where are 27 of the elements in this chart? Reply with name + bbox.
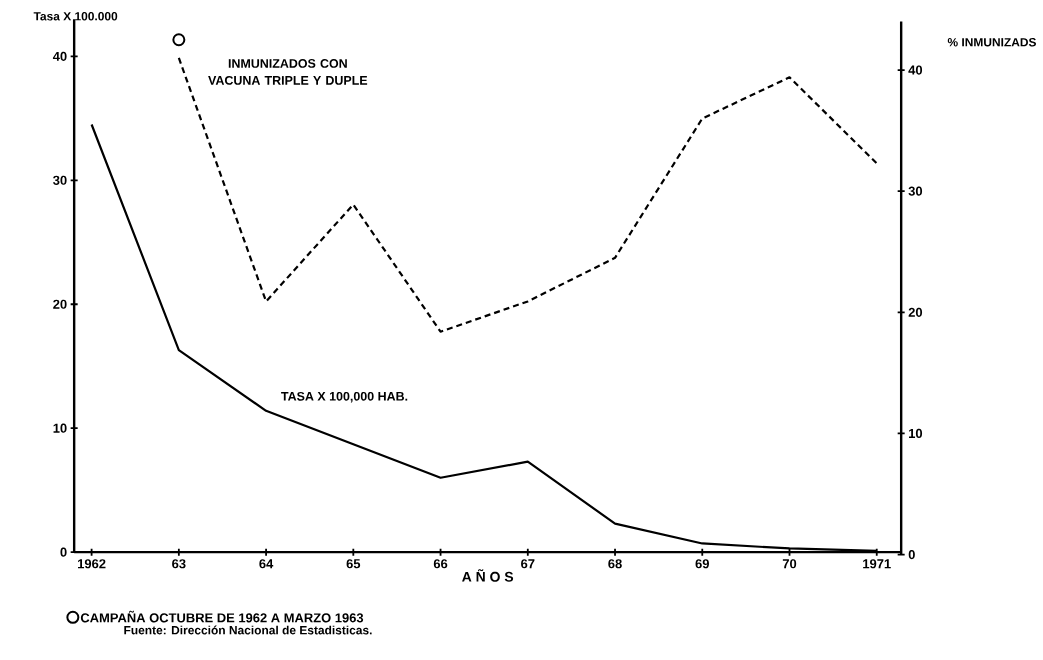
y-tick-label: 20 (53, 299, 67, 309)
y2-tick-label: 30 (908, 186, 923, 196)
legend-label: CAMPAÑA OCTUBRE DE 1962 A MARZO 1963 (80, 610, 364, 623)
series-label: INMUNIZADOS CON VACUNA TRIPLE Y DUPLE (208, 59, 368, 85)
y2-tick-label: 0 (908, 550, 915, 560)
source-note: Fuente: Dirección Nacional de Estadisticas. (124, 625, 372, 635)
x-tick-label: 70 (782, 559, 797, 569)
y-axis-title: Tasa X 100.000 (33, 12, 118, 21)
x-tick-label: 63 (172, 559, 186, 569)
x-tick-label: 67 (521, 559, 535, 569)
y-tick-label: 0 (60, 547, 67, 557)
x-tick-label: 65 (346, 559, 361, 569)
y-tick-label: 40 (52, 51, 67, 61)
series-label: TASA X 100,000 HAB. (281, 391, 408, 403)
y-tick-label: 30 (53, 175, 67, 185)
x-tick-label: 68 (608, 559, 622, 569)
y2-axis-title: % INMUNIZADS (947, 38, 1036, 47)
y2-tick-label: 10 (909, 428, 923, 439)
x-tick-label: 66 (433, 559, 448, 569)
x-tick-label: 64 (259, 559, 274, 569)
y2-tick-label: 40 (908, 65, 923, 75)
y2-tick-label: 20 (908, 307, 923, 317)
x-tick-label: 1962 (78, 559, 106, 569)
x-axis-title: A Ñ O S (462, 569, 514, 582)
x-tick-label: 69 (695, 559, 709, 569)
x-tick-label: 1971 (863, 559, 891, 569)
y-tick-label: 10 (53, 423, 67, 433)
